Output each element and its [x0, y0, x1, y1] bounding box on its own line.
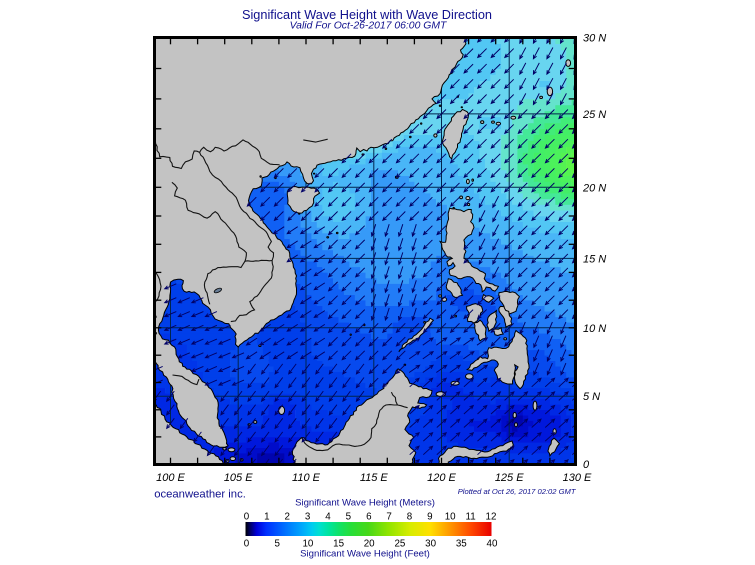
- svg-text:3: 3: [305, 511, 311, 522]
- svg-text:8: 8: [407, 511, 413, 522]
- svg-text:0: 0: [583, 459, 590, 471]
- svg-text:6: 6: [366, 511, 372, 522]
- svg-text:Significant Wave Height (Meter: Significant Wave Height (Meters): [295, 498, 435, 509]
- svg-text:20 N: 20 N: [582, 182, 606, 194]
- svg-text:110 E: 110 E: [292, 472, 321, 484]
- svg-text:100 E: 100 E: [156, 472, 185, 484]
- svg-text:20: 20: [364, 538, 375, 549]
- svg-text:30 N: 30 N: [583, 33, 606, 45]
- svg-text:Valid For Oct-26-2017 06:00 GM: Valid For Oct-26-2017 06:00 GMT: [290, 21, 447, 32]
- svg-text:10 N: 10 N: [583, 323, 606, 335]
- svg-text:0: 0: [244, 538, 250, 549]
- svg-text:12: 12: [486, 511, 497, 522]
- svg-text:25 N: 25 N: [582, 109, 606, 121]
- svg-text:10: 10: [445, 511, 456, 522]
- svg-text:7: 7: [386, 511, 391, 522]
- svg-text:105 E: 105 E: [224, 472, 253, 484]
- svg-text:130 E: 130 E: [563, 472, 592, 484]
- svg-text:Significant Wave Height (Feet): Significant Wave Height (Feet): [300, 549, 430, 560]
- svg-text:5 N: 5 N: [583, 391, 600, 403]
- svg-text:1: 1: [264, 511, 269, 522]
- svg-text:Significant Wave Height with W: Significant Wave Height with Wave Direct…: [242, 7, 492, 22]
- svg-text:5: 5: [346, 511, 352, 522]
- svg-text:9: 9: [427, 511, 432, 522]
- svg-text:2: 2: [284, 511, 289, 522]
- svg-text:25: 25: [394, 538, 405, 549]
- svg-text:35: 35: [456, 538, 467, 549]
- svg-text:120 E: 120 E: [427, 472, 456, 484]
- svg-text:40: 40: [487, 538, 498, 549]
- svg-text:0: 0: [244, 511, 250, 522]
- svg-text:4: 4: [325, 511, 331, 522]
- svg-text:oceanweather inc.: oceanweather inc.: [154, 489, 246, 501]
- svg-text:11: 11: [466, 511, 476, 522]
- svg-text:30: 30: [425, 538, 436, 549]
- svg-text:15 N: 15 N: [583, 253, 606, 265]
- svg-text:125 E: 125 E: [495, 472, 524, 484]
- svg-text:10: 10: [302, 538, 313, 549]
- svg-text:5: 5: [274, 538, 280, 549]
- svg-text:15: 15: [333, 538, 344, 549]
- svg-text:115 E: 115 E: [360, 472, 389, 484]
- svg-text:Plotted at Oct 26, 2017 02:02: Plotted at Oct 26, 2017 02:02 GMT: [458, 487, 577, 496]
